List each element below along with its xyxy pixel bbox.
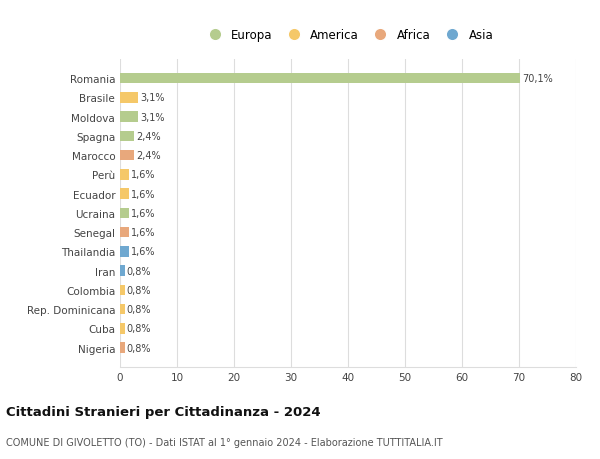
Text: 3,1%: 3,1% (140, 93, 164, 103)
Text: 70,1%: 70,1% (522, 74, 553, 84)
Bar (120, 170, 129, 180)
Bar (120, 93, 137, 103)
Bar (120, 324, 125, 334)
Bar (120, 304, 125, 315)
Bar (120, 246, 129, 257)
Text: 1,6%: 1,6% (131, 189, 156, 199)
Text: 1,6%: 1,6% (131, 170, 156, 180)
Text: 0,8%: 0,8% (127, 285, 151, 295)
Bar (120, 227, 129, 238)
Text: 1,6%: 1,6% (131, 247, 156, 257)
Text: 1,6%: 1,6% (131, 208, 156, 218)
Text: COMUNE DI GIVOLETTO (TO) - Dati ISTAT al 1° gennaio 2024 - Elaborazione TUTTITAL: COMUNE DI GIVOLETTO (TO) - Dati ISTAT al… (6, 437, 443, 448)
Text: 3,1%: 3,1% (140, 112, 164, 123)
Text: 1,6%: 1,6% (131, 228, 156, 238)
Bar (120, 112, 137, 123)
Bar (120, 151, 134, 161)
Bar (120, 131, 134, 142)
Text: 0,8%: 0,8% (127, 324, 151, 334)
Text: 0,8%: 0,8% (127, 304, 151, 314)
Text: 0,8%: 0,8% (127, 266, 151, 276)
Bar (120, 285, 125, 296)
Bar (120, 266, 125, 276)
Legend: Europa, America, Africa, Asia: Europa, America, Africa, Asia (199, 26, 497, 45)
Bar (120, 189, 129, 200)
Text: 2,4%: 2,4% (136, 151, 161, 161)
Bar (120, 343, 125, 353)
Text: 0,8%: 0,8% (127, 343, 151, 353)
Bar (120, 73, 520, 84)
Bar (120, 208, 129, 219)
Text: Cittadini Stranieri per Cittadinanza - 2024: Cittadini Stranieri per Cittadinanza - 2… (6, 405, 320, 418)
Text: 2,4%: 2,4% (136, 132, 161, 141)
